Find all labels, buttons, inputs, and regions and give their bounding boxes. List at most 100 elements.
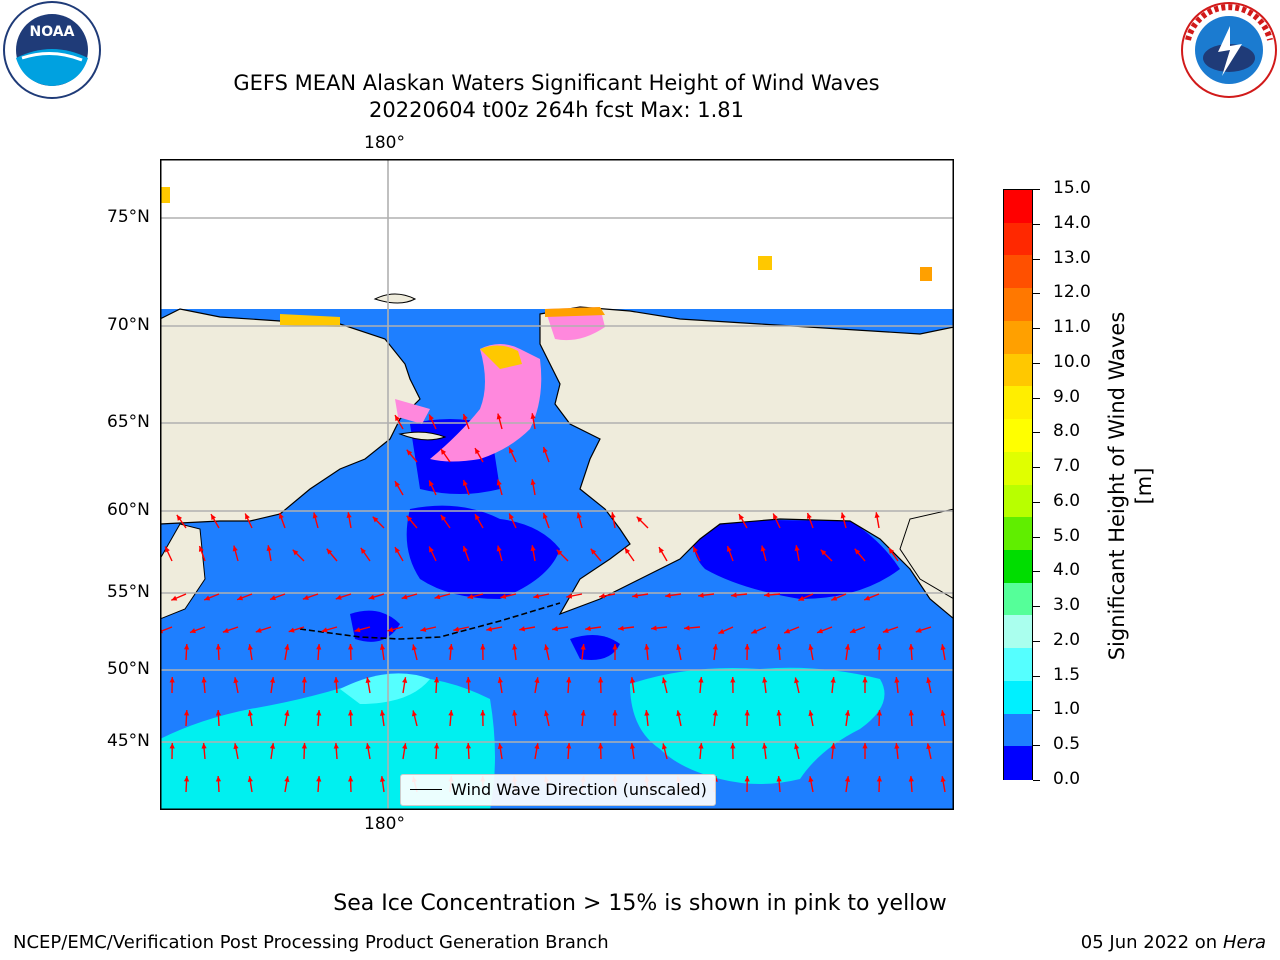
wind-wave-arrowhead <box>395 481 400 488</box>
wind-wave-arrowhead <box>624 547 631 554</box>
wind-wave-arrowhead <box>429 480 434 487</box>
wind-wave-arrowhead <box>284 776 290 783</box>
lat-label-75: 75°N <box>107 207 150 227</box>
wind-wave-arrowhead <box>544 644 550 651</box>
wind-wave-arrowhead <box>530 545 536 552</box>
colorbar-tick-mark <box>1033 293 1040 295</box>
wind-wave-arrowhead <box>580 644 586 650</box>
wind-wave-arrowhead <box>840 512 846 519</box>
footer-date: 05 Jun 2022 on Hera <box>1081 932 1266 953</box>
wind-wave-arrowhead <box>316 776 322 782</box>
wind-wave-arrowhead <box>618 625 624 631</box>
wind-wave-arrowhead <box>269 595 276 601</box>
wind-wave-arrowhead <box>940 644 946 651</box>
wind-wave-arrowhead <box>764 592 770 598</box>
wind-wave-arrowhead <box>448 644 454 650</box>
wind-wave-arrowhead <box>794 545 800 552</box>
wind-wave-arrowhead <box>612 710 618 716</box>
wind-wave-arrowhead <box>434 594 441 600</box>
wind-wave-arrowhead <box>509 513 514 520</box>
wind-wave-arrowhead <box>864 595 871 601</box>
wind-wave-arrowhead <box>844 776 851 782</box>
wind-wave-arrowhead <box>844 710 851 716</box>
colorbar-tick-label: 12.0 <box>1053 282 1091 303</box>
wind-wave-arrowhead <box>894 743 900 749</box>
wind-wave-arrowhead <box>676 644 682 651</box>
wind-wave-arrowhead <box>894 677 900 683</box>
light-band-mid <box>340 673 430 704</box>
colorbar-tick-label: 15.0 <box>1053 178 1091 198</box>
wind-wave-arrowhead <box>542 512 548 519</box>
wind-wave-arrowhead <box>808 710 814 717</box>
wind-wave-arrowhead <box>830 677 836 683</box>
wind-wave-arrowhead <box>333 743 339 749</box>
colorbar-tick-label: 14.0 <box>1053 212 1091 233</box>
wind-wave-arrowhead <box>278 512 284 519</box>
wind-wave-arrowhead <box>372 516 379 523</box>
sea-ice-siberian <box>280 314 340 327</box>
wind-wave-arrowhead <box>429 414 434 421</box>
sea-ice-norton-edge <box>480 345 522 369</box>
wind-wave-arrowhead <box>433 677 440 683</box>
colorbar-label: Significant Height of Wind Waves [m] <box>1105 311 1156 661</box>
wind-wave-arrowhead <box>651 625 657 631</box>
wind-wave-arrowhead <box>462 479 468 486</box>
wind-wave-arrowhead <box>169 677 175 683</box>
lat-label-60: 60°N <box>107 500 150 520</box>
wind-wave-arrowhead <box>661 677 667 684</box>
colorbar-band <box>1004 615 1032 650</box>
footer-branch: NCEP/EMC/Verification Post Processing Pr… <box>13 932 609 953</box>
wind-wave-arrowhead <box>534 677 540 684</box>
wind-wave-arrowhead <box>411 644 417 651</box>
wind-wave-arrowhead <box>420 626 427 632</box>
wind-wave-arrowhead <box>448 710 454 716</box>
wind-wave-arrowhead <box>301 743 307 749</box>
footer-date-text: 05 Jun 2022 on <box>1080 932 1218 953</box>
colorbar-band <box>1004 190 1032 224</box>
wind-wave-arrowhead <box>215 776 222 782</box>
wind-wave-arrowhead <box>326 548 333 555</box>
colorbar-band <box>1004 746 1032 781</box>
wind-wave-arrowhead <box>269 743 276 749</box>
wind-wave-arrowhead <box>808 644 814 651</box>
wind-wave-arrowhead <box>480 710 486 716</box>
wind-wave-arrowhead <box>395 547 400 554</box>
wind-wave-arrowhead <box>888 547 895 554</box>
wind-wave-arrowhead <box>368 594 375 600</box>
wind-wave-arrowhead <box>183 644 190 650</box>
colorbar-band <box>1004 353 1032 388</box>
colorbar-tick-label: 0.0 <box>1053 769 1081 789</box>
colorbar <box>1003 189 1033 781</box>
colorbar-tick-label: 3.0 <box>1053 595 1081 616</box>
colorbar-tick-mark <box>1033 397 1040 399</box>
colorbar-band <box>1004 419 1032 453</box>
wind-wave-arrowhead <box>467 594 474 600</box>
wind-wave-arrowhead <box>926 677 932 684</box>
wind-wave-arrowhead <box>215 710 222 716</box>
wind-wave-arrowhead <box>776 644 782 650</box>
footer-host: Hera <box>1222 932 1266 953</box>
wind-wave-arrowhead <box>915 627 922 633</box>
wind-wave-arrowhead <box>665 592 671 599</box>
wind-wave-arrowhead <box>908 776 914 782</box>
colorbar-tick-label: 9.0 <box>1053 386 1081 407</box>
wind-wave-arrowhead <box>406 515 413 522</box>
wind-wave-arrowhead <box>496 413 502 420</box>
colorbar-tick-mark <box>1033 467 1040 469</box>
wind-wave-arrowhead <box>348 776 354 782</box>
colorbar-tick-mark <box>1033 223 1040 225</box>
colorbar-band <box>1004 582 1032 617</box>
wind-wave-arrowhead <box>599 593 606 599</box>
wind-wave-arrowhead <box>365 743 371 750</box>
land-alaska <box>539 306 954 620</box>
lat-label-45: 45°N <box>107 731 150 751</box>
wind-wave-arrowhead <box>644 710 650 716</box>
wind-wave-arrowhead <box>269 677 276 683</box>
wind-wave-arrowhead <box>744 644 750 650</box>
colorbar-band <box>1004 517 1032 552</box>
wind-wave-arrowhead <box>940 710 946 717</box>
wind-wave-arrowhead <box>211 514 216 521</box>
colorbar-tick-label: 7.0 <box>1053 456 1081 477</box>
wind-wave-arrowhead <box>379 776 386 782</box>
wind-wave-arrowhead <box>530 413 536 420</box>
